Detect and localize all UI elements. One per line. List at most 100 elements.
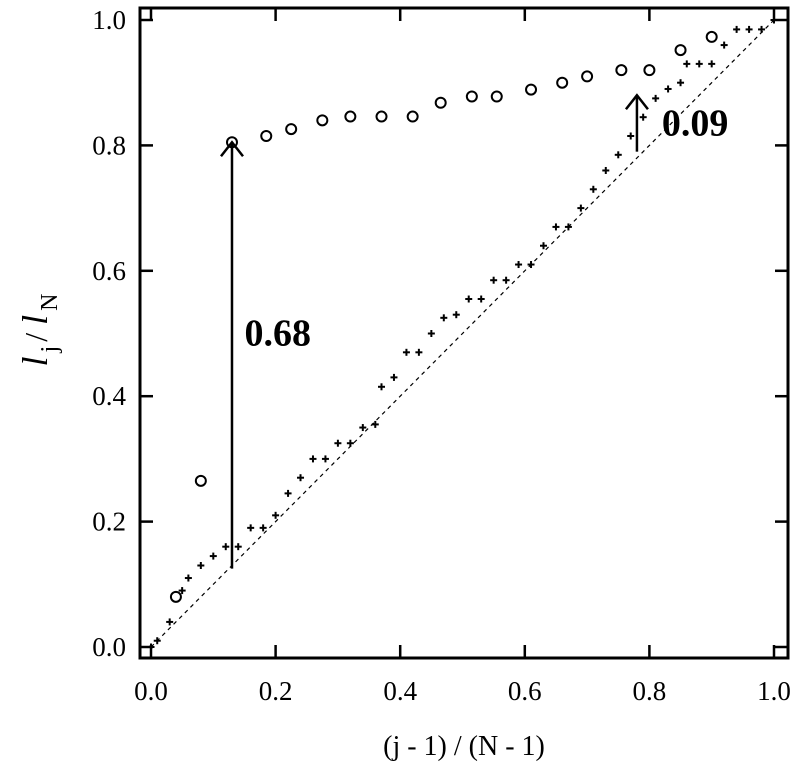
circle-series <box>169 30 718 603</box>
plus-point <box>552 223 560 231</box>
plus-point <box>153 637 161 645</box>
x-tick-label: 0.8 <box>633 676 667 706</box>
y-tick-label: 0.0 <box>92 632 126 662</box>
plus-point <box>378 383 386 391</box>
circle-point <box>316 114 329 127</box>
plus-point <box>477 295 485 303</box>
plus-point <box>222 543 230 551</box>
x-axis-title: (j - 1) / (N - 1) <box>383 731 545 762</box>
plus-point <box>652 94 660 102</box>
plus-point <box>577 204 585 212</box>
plus-point <box>490 276 498 284</box>
circle-point <box>581 70 594 83</box>
plus-point <box>415 348 423 356</box>
circle-point <box>525 83 538 96</box>
plus-point <box>708 60 716 68</box>
circle-point <box>375 110 388 123</box>
diagonal-reference-line <box>150 19 775 648</box>
y-tick-label: 0.6 <box>92 256 126 286</box>
plus-point <box>745 25 753 33</box>
circle-point <box>225 136 238 149</box>
x-tick-labels: 0.0 0.2 0.4 0.6 0.8 1.0 <box>134 676 791 706</box>
plus-point <box>758 25 766 33</box>
annotation-label: 0.68 <box>244 313 311 355</box>
circle-point <box>465 90 478 103</box>
plus-point <box>334 439 342 447</box>
x-tick-label: 0.4 <box>383 676 417 706</box>
x-tick-label: 0.2 <box>259 676 293 706</box>
plus-point <box>284 489 292 497</box>
circle-point <box>556 76 569 89</box>
plus-point <box>465 295 473 303</box>
plus-point <box>440 314 448 322</box>
circle-point <box>285 123 298 136</box>
plus-point <box>178 587 186 595</box>
circle-point <box>194 474 207 487</box>
plus-point <box>664 85 672 93</box>
plus-point <box>452 311 460 319</box>
plus-point <box>247 524 255 532</box>
circle-point <box>615 64 628 77</box>
plus-point <box>515 261 523 269</box>
plus-point <box>402 348 410 356</box>
plus-point <box>427 330 435 337</box>
plus-point <box>371 420 379 428</box>
annotation-arrow <box>220 140 244 569</box>
y-tick-label: 1.0 <box>92 5 126 35</box>
plus-point <box>695 60 703 68</box>
x-tick-label: 0.0 <box>134 676 168 706</box>
plus-point <box>184 574 192 582</box>
plus-point <box>234 543 242 551</box>
plus-point <box>166 618 174 626</box>
circle-point <box>344 110 357 123</box>
plus-point <box>272 511 280 519</box>
x-tick-label: 1.0 <box>757 676 791 706</box>
plus-point <box>683 60 691 68</box>
plus-point <box>639 113 647 121</box>
y-tick-label: 0.2 <box>92 507 126 537</box>
plus-point <box>309 455 317 463</box>
plus-point <box>346 439 354 447</box>
plus-point <box>147 643 155 651</box>
plus-series <box>147 16 778 651</box>
x-tick-label: 0.6 <box>508 676 542 706</box>
plus-point <box>614 151 622 159</box>
annotation-arrow <box>624 93 649 152</box>
circle-point <box>434 96 447 109</box>
y-tick-label: 0.8 <box>92 130 126 160</box>
plus-point <box>209 552 217 560</box>
circle-point <box>705 30 718 43</box>
plus-point <box>602 166 610 174</box>
plus-point <box>390 373 398 381</box>
y-title-sub-n: N <box>37 294 63 311</box>
plus-point <box>502 276 510 284</box>
circle-point <box>674 44 687 57</box>
plus-point <box>321 455 329 463</box>
circle-point <box>406 110 419 123</box>
plus-point <box>297 474 305 482</box>
plus-point <box>589 185 597 193</box>
plus-point <box>770 16 778 24</box>
plus-point <box>720 41 728 49</box>
plus-point <box>627 132 635 140</box>
y-title-l2: l <box>15 315 55 325</box>
circle-point <box>643 64 656 77</box>
y-title-sub-j: j <box>37 346 63 354</box>
ticks <box>140 8 788 658</box>
y-tick-labels: 0.0 0.2 0.4 0.6 0.8 1.0 <box>92 5 126 662</box>
plus-point <box>197 561 205 569</box>
circle-point <box>260 129 273 142</box>
y-title-l: l <box>15 356 55 366</box>
plus-point <box>733 25 741 33</box>
plot-frame <box>138 6 790 660</box>
plus-point <box>527 261 535 269</box>
annotation-label: 0.09 <box>662 102 729 144</box>
plus-point <box>677 79 685 87</box>
y-axis-title: l j / l N <box>15 294 63 367</box>
circle-point <box>169 590 182 603</box>
annotations: 0.68 0.09 <box>220 93 729 569</box>
circle-point <box>490 90 503 103</box>
y-tick-label: 0.4 <box>92 381 126 411</box>
plus-point <box>539 242 547 250</box>
